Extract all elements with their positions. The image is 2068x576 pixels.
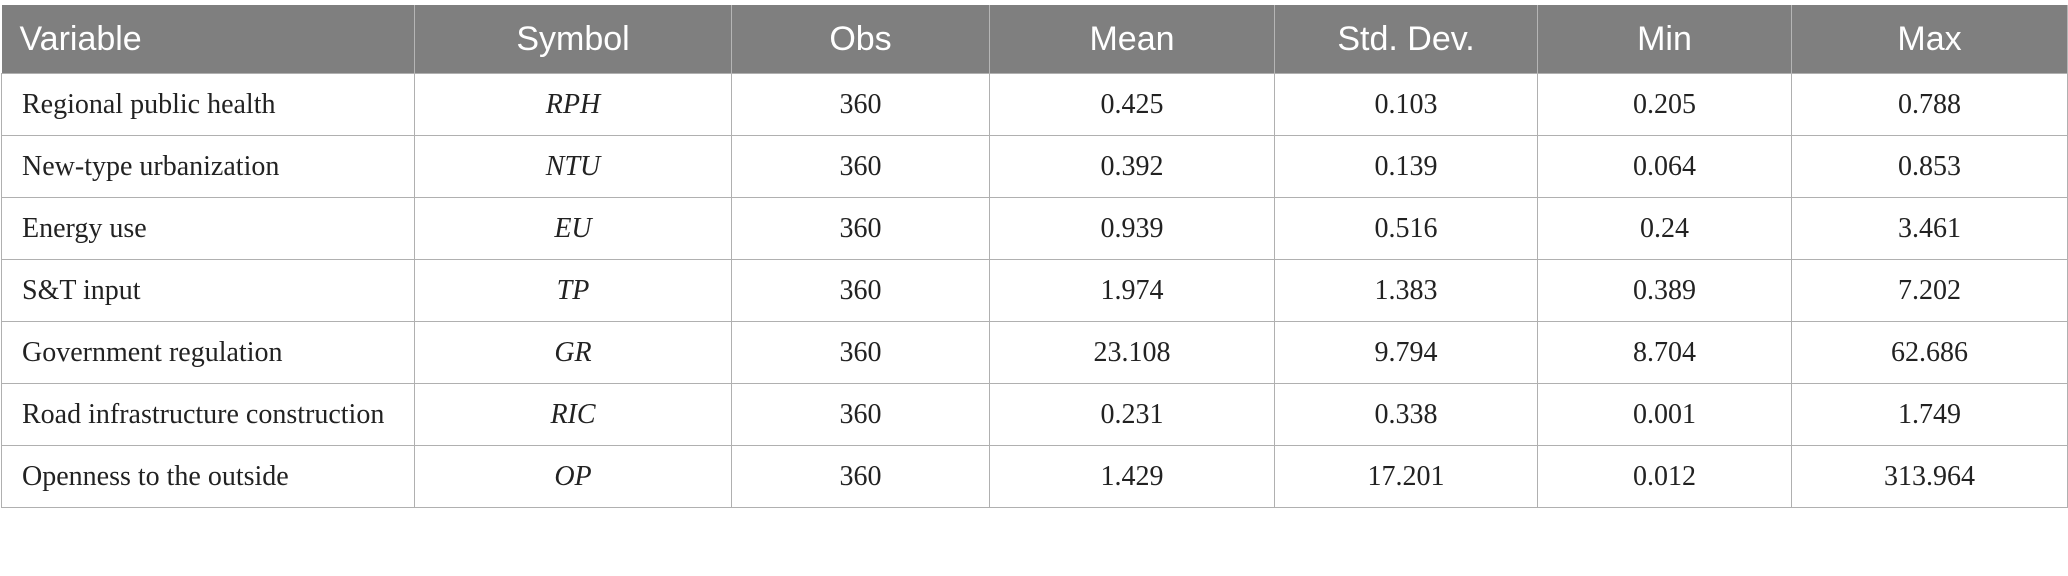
table-cell: 1.383 [1274,259,1538,322]
table-cell: 23.108 [989,321,1275,384]
table-cell: 0.853 [1791,135,2068,198]
table-row: S&T input TP 360 1.974 1.383 0.389 7.202 [1,259,2068,322]
table-cell: 0.001 [1537,383,1792,446]
column-header: Mean [989,5,1275,74]
table-cell: 17.201 [1274,445,1538,508]
table-cell: Road infrastructure construction [1,383,415,446]
table-cell: 0.205 [1537,73,1792,136]
table-cell: 0.24 [1537,197,1792,260]
table-cell: 0.516 [1274,197,1538,260]
table-cell: 1.974 [989,259,1275,322]
table-cell: 7.202 [1791,259,2068,322]
table-row: New-type urbanization NTU 360 0.392 0.139 0.0… [1,135,2068,198]
column-header: Min [1537,5,1792,74]
table-row: Openness to the outside OP 360 1.429 17.201 0… [1,445,2068,508]
table-cell: 0.103 [1274,73,1538,136]
table-cell: 0.012 [1537,445,1792,508]
header-row: Variable Symbol Obs Mean Std. Dev. Min Max [1,5,2068,74]
table-cell: 0.231 [989,383,1275,446]
table-row: Regional public health RPH 360 0.425 0.103 0.… [1,73,2068,136]
table-cell: 0.338 [1274,383,1538,446]
column-header: Variable [1,5,415,74]
table-cell: 0.939 [989,197,1275,260]
table-cell: Regional public health [1,73,415,136]
table-body: Regional public health RPH 360 0.425 0.103 0.… [1,73,2068,508]
table-cell: 0.064 [1537,135,1792,198]
table-cell: 3.461 [1791,197,2068,260]
summary-table: Variable Symbol Obs Mean Std. Dev. Min Max Reg… [1,5,2068,508]
table-cell: Government regulation [1,321,415,384]
table-cell: New-type urbanization [1,135,415,198]
table-cell: 0.392 [989,135,1275,198]
table-cell: GR [414,321,732,384]
table-cell: 9.794 [1274,321,1538,384]
table-cell: EU [414,197,732,260]
table-cell: 360 [731,383,990,446]
table-cell: 0.389 [1537,259,1792,322]
table-cell: Openness to the outside [1,445,415,508]
table-cell: S&T input [1,259,415,322]
page: Variable Symbol Obs Mean Std. Dev. Min Max Reg… [0,5,2068,576]
column-header: Obs [731,5,990,74]
table-cell: 360 [731,445,990,508]
table-row: Road infrastructure construction RIC 360 0.… [1,383,2068,446]
table-row: Government regulation GR 360 23.108 9.794 8.7… [1,321,2068,384]
table-cell: 360 [731,135,990,198]
table-cell: 360 [731,197,990,260]
table-cell: 0.425 [989,73,1275,136]
table-cell: 1.429 [989,445,1275,508]
column-header: Max [1791,5,2068,74]
table-cell: 360 [731,321,990,384]
table-cell: 360 [731,73,990,136]
table-cell: 360 [731,259,990,322]
table-cell: 62.686 [1791,321,2068,384]
table-cell: Energy use [1,197,415,260]
table-cell: 0.788 [1791,73,2068,136]
table-cell: 0.139 [1274,135,1538,198]
table-row: Energy use EU 360 0.939 0.516 0.24 3.461 [1,197,2068,260]
table-cell: RIC [414,383,732,446]
table-cell: RPH [414,73,732,136]
table-cell: OP [414,445,732,508]
table-cell: 1.749 [1791,383,2068,446]
table-cell: 313.964 [1791,445,2068,508]
table-cell: TP [414,259,732,322]
table-cell: NTU [414,135,732,198]
column-header: Std. Dev. [1274,5,1538,74]
table-cell: 8.704 [1537,321,1792,384]
column-header: Symbol [414,5,732,74]
